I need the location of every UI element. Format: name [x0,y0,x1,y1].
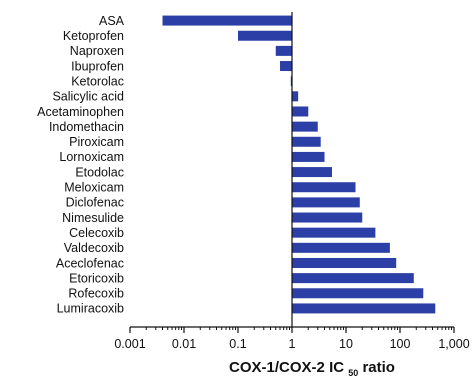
category-label: Acetaminophen [37,105,124,119]
category-label: Naproxen [70,44,124,58]
category-label: Etoricoxib [69,271,124,285]
bar-aceclofenac [292,257,397,268]
bar-lornoxicam [292,151,325,162]
bar-etodolac [292,167,332,178]
bar-acetaminophen [292,106,309,117]
category-label: Aceclofenac [56,256,124,270]
category-label: Ibuprofen [71,59,124,73]
category-label: Rofecoxib [68,287,124,301]
x-tick-label: 10 [339,337,353,351]
x-tick-label: 1 [289,337,296,351]
category-label: Piroxicam [69,135,124,149]
x-tick-label: 0.1 [229,337,246,351]
category-label: Diclofenac [66,196,124,210]
bars-group [162,15,436,314]
bar-indomethacin [292,121,318,132]
bar-ibuprofen [280,61,292,72]
x-tick-label: 100 [390,337,411,351]
category-label: Meloxicam [64,181,124,195]
category-label: Indomethacin [49,120,124,134]
bar-salicylic-acid [292,91,299,102]
bar-diclofenac [292,197,360,208]
category-label: Celecoxib [69,226,124,240]
x-axis-title-suffix: ratio [362,359,395,376]
bar-lumiracoxib [292,303,436,314]
bar-nimesulide [292,212,363,223]
bar-etoricoxib [292,273,414,284]
category-label: Salicylic acid [52,90,124,104]
bar-piroxicam [292,136,321,147]
x-axis-title-subscript: 50 [348,368,358,378]
x-tick-label: 0.01 [172,337,196,351]
x-axis: 0.001 0.01 0.1 1 10 100 1,000 [114,326,470,351]
category-label: Lumiracoxib [57,302,124,316]
bar-meloxicam [292,182,356,193]
bar-valdecoxib [292,242,390,253]
category-label: Nimesulide [62,211,124,225]
category-label: Ketoprofen [63,29,124,43]
bar-asa [162,15,292,26]
x-axis-title-main: COX-1/COX-2 IC [229,359,344,376]
category-label: Valdecoxib [64,241,124,255]
category-label: ASA [99,14,125,28]
x-tick-label: 0.001 [114,337,145,351]
bar-celecoxib [292,227,376,238]
x-axis-title: COX-1/COX-2 IC 50 ratio [229,359,395,378]
category-label: Etodolac [75,165,124,179]
category-label: Ketorolac [71,74,124,88]
bar-ketoprofen [238,30,292,41]
category-label: Lornoxicam [59,150,124,164]
bar-rofecoxib [292,288,424,299]
bar-naproxen [275,45,292,56]
x-tick-label: 1,000 [438,337,469,351]
